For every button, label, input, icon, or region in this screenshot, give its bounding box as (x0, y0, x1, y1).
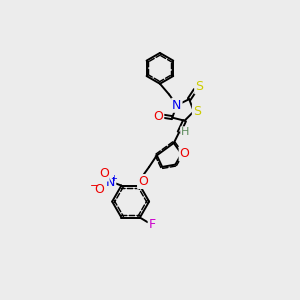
Text: S: S (195, 80, 203, 93)
Text: F: F (148, 218, 156, 231)
Text: N: N (106, 176, 115, 189)
Text: H: H (181, 127, 190, 137)
Text: O: O (138, 175, 148, 188)
Text: N: N (172, 99, 182, 112)
Text: O: O (153, 110, 163, 123)
Text: O: O (99, 167, 109, 181)
Text: O: O (180, 147, 190, 160)
Text: −: − (90, 181, 99, 191)
Text: O: O (94, 183, 104, 196)
Text: S: S (193, 105, 201, 118)
Text: +: + (110, 174, 117, 183)
